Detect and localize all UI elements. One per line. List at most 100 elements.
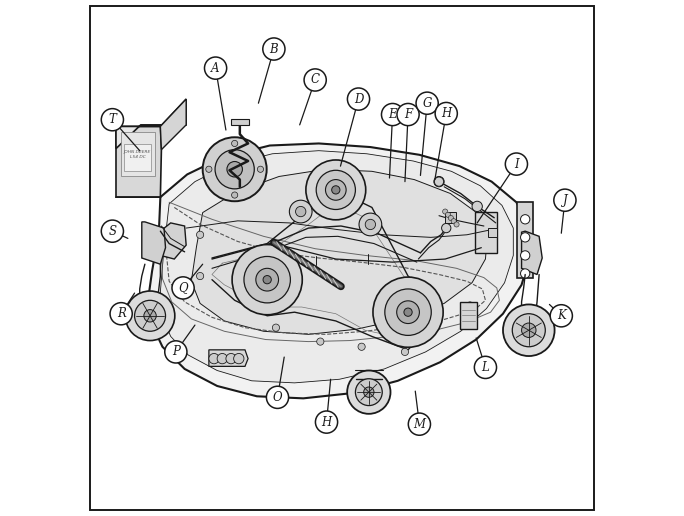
Circle shape <box>101 109 124 131</box>
Circle shape <box>135 300 166 331</box>
Circle shape <box>442 223 451 233</box>
Text: P: P <box>172 345 180 359</box>
Circle shape <box>512 314 545 347</box>
Circle shape <box>226 353 236 364</box>
Circle shape <box>454 222 459 227</box>
Circle shape <box>503 304 555 356</box>
Circle shape <box>256 268 278 291</box>
Polygon shape <box>460 302 477 329</box>
Circle shape <box>466 302 473 309</box>
Text: R: R <box>117 307 126 320</box>
Circle shape <box>435 102 458 124</box>
Circle shape <box>451 219 456 224</box>
Text: JOHN DEERE
L54 DC: JOHN DEERE L54 DC <box>124 151 151 159</box>
Circle shape <box>317 338 324 345</box>
Text: M: M <box>413 417 425 431</box>
Circle shape <box>521 233 530 242</box>
Circle shape <box>205 57 226 79</box>
Polygon shape <box>160 151 513 383</box>
Circle shape <box>434 176 444 187</box>
Text: Q: Q <box>179 281 188 295</box>
Text: J: J <box>562 194 567 207</box>
Circle shape <box>306 160 366 220</box>
Circle shape <box>382 103 404 125</box>
Circle shape <box>443 209 448 214</box>
Circle shape <box>416 92 438 115</box>
Circle shape <box>202 137 267 201</box>
Text: L: L <box>482 361 489 374</box>
Circle shape <box>289 200 312 223</box>
Polygon shape <box>142 222 166 264</box>
Circle shape <box>522 323 536 337</box>
Text: K: K <box>557 309 566 322</box>
Circle shape <box>358 343 365 350</box>
Circle shape <box>196 272 204 280</box>
Circle shape <box>521 269 530 278</box>
Circle shape <box>206 166 212 172</box>
Circle shape <box>215 150 254 189</box>
Polygon shape <box>124 144 151 171</box>
Polygon shape <box>121 132 155 176</box>
Circle shape <box>365 219 376 230</box>
Polygon shape <box>522 231 542 275</box>
Circle shape <box>209 353 219 364</box>
Circle shape <box>144 310 156 322</box>
Circle shape <box>232 192 238 198</box>
Polygon shape <box>488 228 497 237</box>
Circle shape <box>408 413 430 436</box>
Text: T: T <box>109 113 116 126</box>
Circle shape <box>402 348 408 356</box>
Text: A: A <box>211 61 220 75</box>
Circle shape <box>521 215 530 224</box>
Circle shape <box>272 324 280 331</box>
Circle shape <box>263 276 272 284</box>
Circle shape <box>364 387 374 397</box>
Circle shape <box>404 308 412 316</box>
Circle shape <box>172 277 194 299</box>
Text: E: E <box>389 108 397 121</box>
Polygon shape <box>116 126 161 197</box>
Circle shape <box>554 189 576 212</box>
Polygon shape <box>148 143 530 398</box>
Circle shape <box>244 256 291 303</box>
Text: O: O <box>273 391 282 404</box>
Polygon shape <box>517 202 533 278</box>
Circle shape <box>110 302 132 325</box>
Circle shape <box>257 166 263 172</box>
Circle shape <box>263 38 285 60</box>
Circle shape <box>232 140 238 147</box>
Polygon shape <box>475 212 497 253</box>
Circle shape <box>125 291 175 341</box>
Text: B: B <box>269 42 278 56</box>
Circle shape <box>347 370 391 414</box>
Circle shape <box>373 277 443 347</box>
Polygon shape <box>192 169 488 334</box>
Circle shape <box>101 220 124 242</box>
Circle shape <box>227 162 242 177</box>
Polygon shape <box>116 99 186 149</box>
Circle shape <box>359 213 382 236</box>
Circle shape <box>448 216 453 221</box>
Circle shape <box>475 357 497 379</box>
Circle shape <box>397 301 419 324</box>
Circle shape <box>304 69 326 91</box>
Polygon shape <box>160 223 186 259</box>
Circle shape <box>165 341 187 363</box>
Circle shape <box>445 212 451 217</box>
Text: H: H <box>321 415 332 429</box>
Circle shape <box>326 180 346 200</box>
Circle shape <box>315 411 338 433</box>
Circle shape <box>505 153 527 175</box>
Circle shape <box>316 170 356 209</box>
Circle shape <box>232 245 302 315</box>
Polygon shape <box>209 350 248 366</box>
Circle shape <box>356 379 382 406</box>
Circle shape <box>521 251 530 260</box>
Circle shape <box>234 353 244 364</box>
Text: C: C <box>311 73 319 87</box>
Text: S: S <box>108 224 116 238</box>
Polygon shape <box>231 119 249 125</box>
Text: H: H <box>441 107 451 120</box>
Circle shape <box>472 201 482 212</box>
Text: D: D <box>354 92 363 106</box>
